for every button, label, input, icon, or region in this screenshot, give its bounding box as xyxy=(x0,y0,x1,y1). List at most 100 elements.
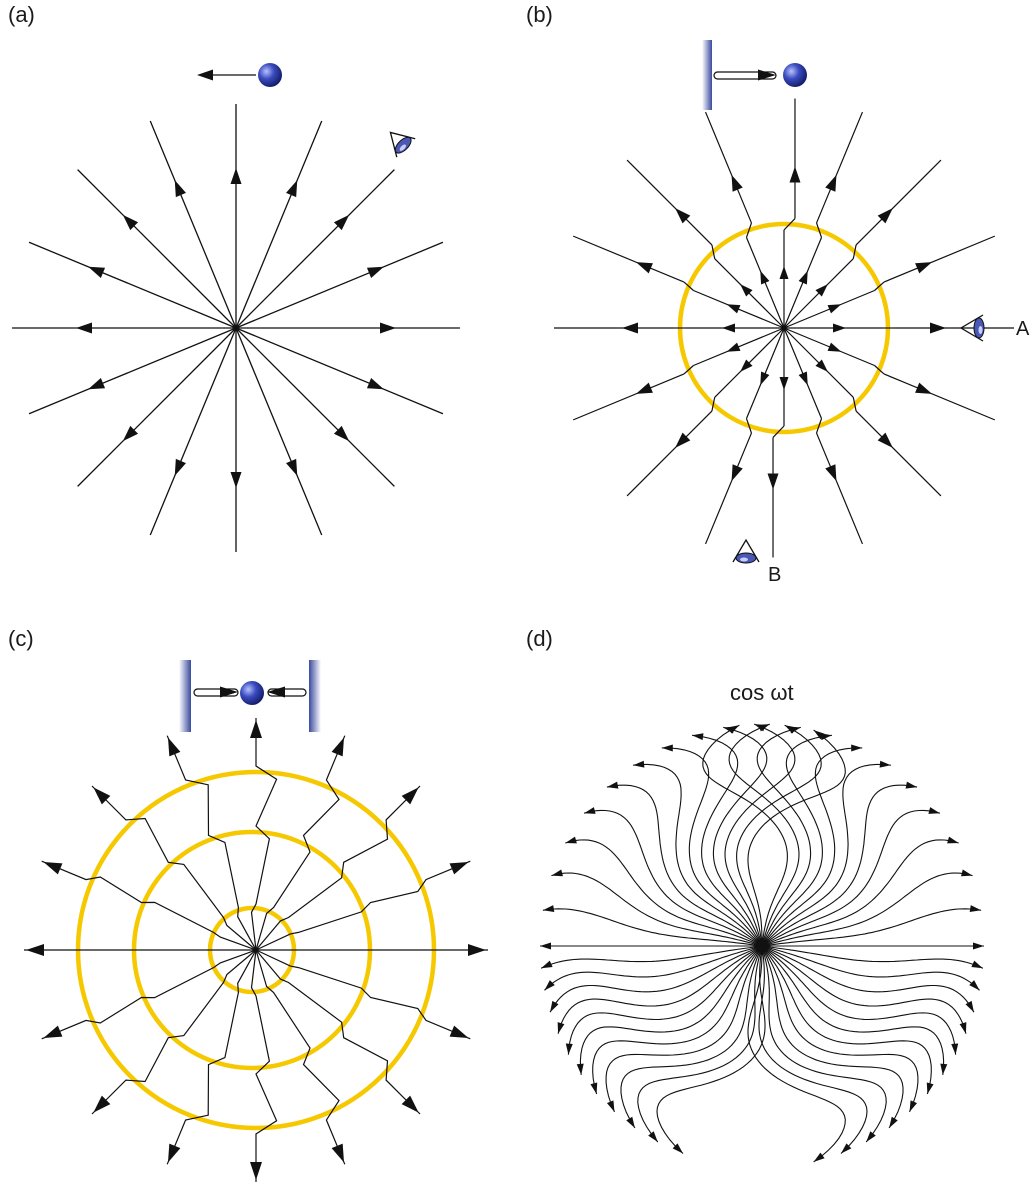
outer-field-line xyxy=(883,235,996,283)
wavy-field-line xyxy=(712,726,768,947)
panel-a xyxy=(12,63,460,552)
field-line xyxy=(235,327,444,415)
wall-icon xyxy=(702,40,712,110)
field-arrow xyxy=(286,458,298,476)
field-arrow xyxy=(167,737,181,757)
field-arrow xyxy=(76,322,92,334)
field-arrow xyxy=(26,944,44,956)
wavy-field-arrow xyxy=(961,869,973,877)
wavy-field-line xyxy=(542,908,763,947)
wavy-field-arrow xyxy=(840,1143,852,1154)
field-arrow xyxy=(122,214,139,231)
field-arrow xyxy=(468,944,486,956)
wavy-field-arrow xyxy=(661,744,673,752)
observer-a-label: A xyxy=(1016,318,1030,340)
outer-field-arrow xyxy=(877,432,893,448)
field-line xyxy=(235,169,395,329)
wavy-field-arrow xyxy=(947,836,959,844)
wavy-field-line xyxy=(761,945,887,1143)
field-arrow xyxy=(449,861,469,875)
eye-outline xyxy=(959,314,984,342)
field-arrow xyxy=(93,1095,111,1113)
wavy-field-arrow xyxy=(973,942,984,950)
wavy-field-arrow xyxy=(557,1022,565,1034)
kink-segment xyxy=(874,281,885,291)
wavy-field-line xyxy=(761,945,932,1095)
eye-icon xyxy=(389,131,416,158)
field-line xyxy=(255,949,346,1165)
wavy-field-line xyxy=(557,945,763,1034)
velocity-arrow-head xyxy=(758,69,776,81)
wavy-field-line xyxy=(551,872,763,947)
wavy-field-line xyxy=(702,724,788,947)
charge-icon xyxy=(258,63,282,87)
kink-segment xyxy=(815,418,823,434)
field-line xyxy=(91,785,257,951)
outer-field-line xyxy=(883,373,996,421)
outer-field-line xyxy=(815,111,864,224)
wavy-field-arrow xyxy=(851,744,863,752)
kink-segment xyxy=(683,281,694,291)
field-arrow xyxy=(174,458,186,476)
inner-field-arrow xyxy=(722,323,735,333)
field-arrow xyxy=(286,180,298,198)
wavy-field-arrow xyxy=(969,980,980,991)
panel-d-label: (d) xyxy=(526,626,553,651)
wavy-field-line xyxy=(761,945,975,1013)
wavy-field-line xyxy=(761,908,982,947)
charge-center xyxy=(756,940,768,952)
inner-field-arrow xyxy=(798,270,808,285)
wavy-field-arrow xyxy=(550,1000,559,1013)
wavy-field-arrow xyxy=(965,1000,974,1013)
field-line xyxy=(255,735,346,951)
field-line xyxy=(255,785,421,951)
wavy-field-arrow xyxy=(879,760,891,768)
inner-field-arrow xyxy=(815,359,828,372)
outer-field-line xyxy=(572,373,685,421)
eye-highlight xyxy=(740,557,748,562)
outer-field-line xyxy=(815,432,864,545)
wavy-field-arrow xyxy=(633,760,645,768)
wavy-field-arrow xyxy=(540,942,551,950)
field-arrow xyxy=(333,425,350,442)
eye-highlight xyxy=(399,144,406,151)
wavy-field-arrow xyxy=(541,960,553,969)
charge-icon xyxy=(240,681,264,705)
wavy-field-line xyxy=(761,763,891,947)
wavy-field-arrow xyxy=(606,1100,615,1112)
outer-field-arrow xyxy=(636,382,653,394)
kink-segment xyxy=(711,244,716,259)
kink-segment xyxy=(783,218,796,231)
kink-segment xyxy=(852,244,857,259)
field-line xyxy=(91,949,257,1115)
kink-segment xyxy=(683,365,694,375)
eye-outline xyxy=(732,538,760,563)
panel-c xyxy=(24,660,488,1182)
panel-d xyxy=(540,723,984,1163)
wavy-field-arrow xyxy=(959,1022,967,1034)
field-arrow xyxy=(333,214,350,231)
field-arrow xyxy=(366,266,384,278)
wavy-field-arrow xyxy=(565,1043,573,1055)
wall-icon xyxy=(179,660,191,732)
wavy-field-line xyxy=(724,723,796,947)
outer-field-line xyxy=(855,159,942,246)
field-arrow xyxy=(230,472,242,488)
wavy-field-arrow xyxy=(813,1152,825,1162)
outer-field-arrow xyxy=(930,322,946,334)
wavy-field-arrow xyxy=(648,1131,658,1143)
inner-field-arrow xyxy=(726,304,741,314)
field-arrow xyxy=(331,1143,345,1163)
outer-field-arrow xyxy=(622,322,638,334)
wall-icon xyxy=(309,660,321,732)
kink-segment xyxy=(852,397,857,412)
inner-field-line xyxy=(783,237,823,329)
outer-field-arrow xyxy=(825,464,837,482)
wavy-field-arrow xyxy=(542,905,555,913)
field-line xyxy=(250,949,278,1182)
inner-field-arrow xyxy=(760,371,770,386)
inner-field-arrow xyxy=(726,342,741,352)
field-arrow xyxy=(174,180,186,198)
inner-field-arrow xyxy=(827,342,842,352)
inner-field-arrow xyxy=(760,270,770,285)
